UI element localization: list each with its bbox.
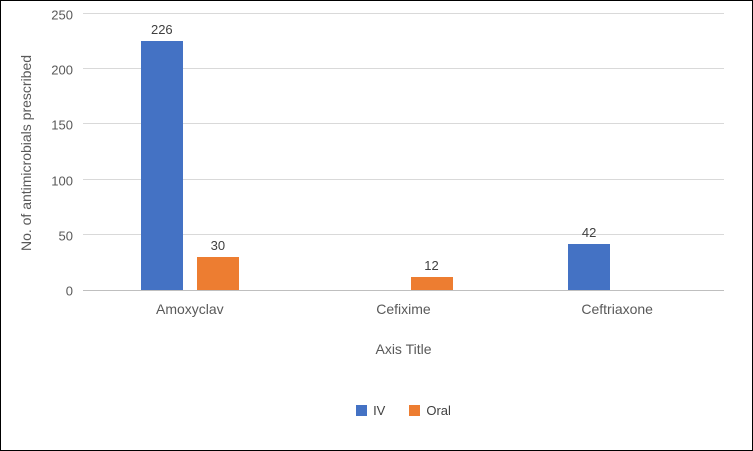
gridline <box>83 178 724 180</box>
y-tick-label: 0 <box>65 283 73 299</box>
data-label-iv-amoxyclav: 226 <box>150 21 173 37</box>
x-axis-title: Axis Title <box>375 341 432 357</box>
bar-slot: 30 <box>196 15 239 290</box>
y-tick-label: 200 <box>51 62 73 78</box>
bar-iv-amoxyclav <box>140 40 183 290</box>
bar-oral-cefixime <box>410 276 453 290</box>
y-tick-label: 50 <box>58 228 73 244</box>
category-label-ceftriaxone: Ceftriaxone <box>581 301 653 317</box>
category-label-cefixime: Cefixime <box>376 301 431 317</box>
bar-slot: 226 <box>140 15 183 290</box>
category-label-amoxyclav: Amoxyclav <box>155 301 224 317</box>
legend-label: Oral <box>426 403 451 418</box>
legend-swatch-icon <box>356 405 368 416</box>
clustered-bar-chart: No. of antimicrobials prescribed 0 50 100 1… <box>13 9 724 418</box>
plot-area: 226 30 12 42 <box>83 13 724 291</box>
bar-oral-amoxyclav <box>196 256 239 290</box>
gridline <box>83 123 724 125</box>
gridline <box>83 13 724 14</box>
legend-item-oral: Oral <box>409 403 451 418</box>
bar-slot: 12 <box>410 15 453 290</box>
y-tick-label: 150 <box>51 117 73 133</box>
bar-iv-ceftriaxone <box>568 243 611 290</box>
bar-group-ceftriaxone: 42 <box>568 15 666 290</box>
gridline <box>83 68 724 70</box>
x-axis-labels: Amoxyclav Cefixime Ceftriaxone <box>83 291 724 317</box>
plot-column: 226 30 12 42 Amoxyclav Cefixime Ceftriaxone A… <box>83 13 724 418</box>
bar-slot <box>624 15 666 290</box>
bar-group-amoxyclav: 226 30 <box>140 15 239 290</box>
gridline <box>83 233 724 235</box>
y-axis-title-text: No. of antimicrobials prescribed <box>18 54 34 252</box>
legend-swatch-icon <box>409 405 421 416</box>
y-tick-label: 100 <box>51 173 73 189</box>
y-axis-title: No. of antimicrobials prescribed <box>13 15 39 291</box>
bar-slot <box>355 15 397 290</box>
y-axis-ticks: 0 50 100 150 200 250 <box>39 9 83 298</box>
bar-slot: 42 <box>568 15 611 290</box>
data-label-oral-cefixime: 12 <box>424 257 439 273</box>
legend-item-iv: IV <box>356 403 385 418</box>
legend-label: IV <box>373 403 386 418</box>
bar-group-cefixime: 12 <box>355 15 453 290</box>
legend: IV Oral <box>83 403 724 418</box>
y-tick-label: 250 <box>51 7 73 23</box>
data-label-iv-ceftriaxone: 42 <box>581 224 597 240</box>
data-label-oral-amoxyclav: 30 <box>210 237 226 253</box>
